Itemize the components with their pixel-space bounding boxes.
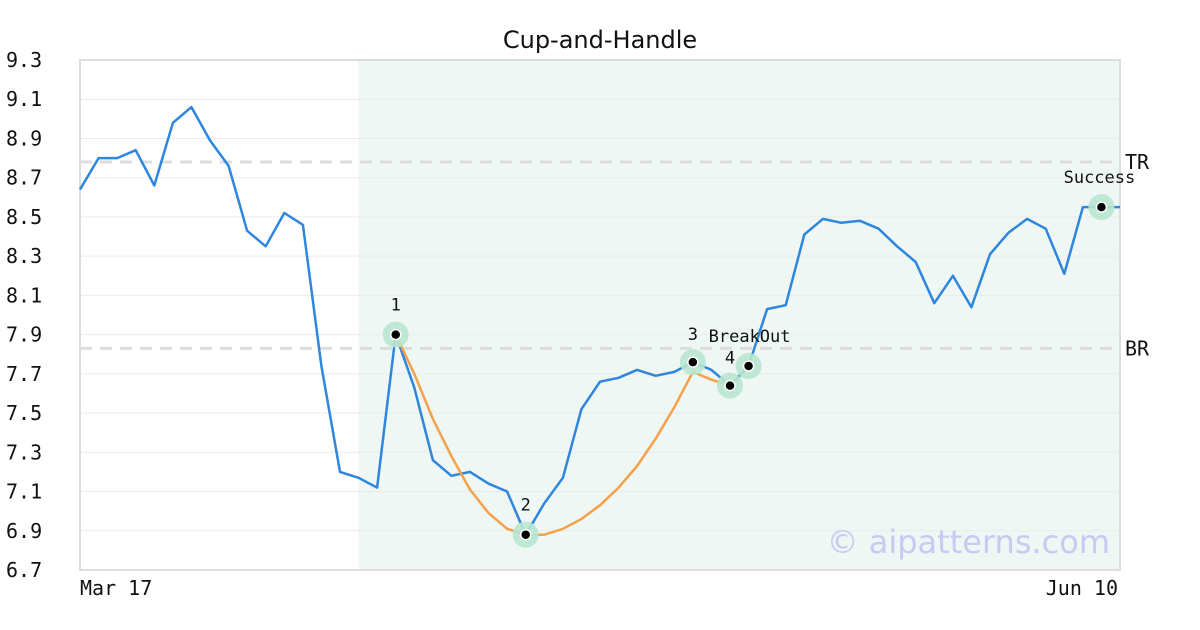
x-tick-label: Jun 10 <box>1046 576 1118 600</box>
point-marker-3 <box>687 356 699 368</box>
cup-fit-line <box>394 334 731 536</box>
level-label-tr: TR <box>1125 150 1150 174</box>
pattern-highlight <box>358 60 1121 570</box>
chart-title: Cup-and-Handle <box>503 26 697 54</box>
point-marker-breakout <box>742 360 755 372</box>
y-tick-label: 6.9 <box>6 519 42 543</box>
point-marker-2 <box>519 528 532 541</box>
x-tick-label: Mar 17 <box>80 576 152 600</box>
y-tick-label: 6.7 <box>6 558 42 582</box>
y-tick-label: 8.7 <box>6 166 42 190</box>
y-axis-ticks: 9.3 9.1 8.9 8.7 8.5 8.3 8.1 7.9 7.7 7.5 7.3 7.1 6.9 6… <box>6 48 42 582</box>
level-label-br: BR <box>1125 336 1150 360</box>
series <box>78 105 1120 536</box>
plot-frame <box>79 59 1121 571</box>
point-marker-success <box>1095 201 1108 213</box>
point-marker-1 <box>389 328 402 341</box>
y-tick-label: 8.1 <box>6 283 42 307</box>
price-series-line <box>78 105 1120 536</box>
y-tick-label: 7.3 <box>6 440 42 464</box>
y-tick-label: 8.9 <box>6 126 42 150</box>
y-tick-label: 7.9 <box>6 323 42 347</box>
y-tick-label: 7.1 <box>6 480 42 504</box>
point-label-2: 2 <box>521 496 531 516</box>
levels: TR BR <box>80 150 1150 360</box>
y-tick-label: 9.3 <box>6 48 42 72</box>
y-tick-label: 8.3 <box>6 244 42 268</box>
point-label-3: 3 <box>688 325 698 345</box>
point-label-4: 4 <box>725 349 735 369</box>
point-label-success: Success <box>1064 168 1136 188</box>
watermark: © aipatterns.com <box>827 523 1110 561</box>
pattern-highlight-area <box>358 60 1121 570</box>
y-tick-label: 8.5 <box>6 205 42 229</box>
x-axis-ticks: Mar 17 Jun 10 <box>80 576 1118 600</box>
point-label-1: 1 <box>391 296 401 316</box>
point-marker-4 <box>724 379 736 392</box>
y-tick-label: 7.7 <box>6 362 42 386</box>
y-tick-label: 7.5 <box>6 401 42 425</box>
y-tick-label: 9.1 <box>6 87 42 111</box>
point-label-breakout: BreakOut <box>709 327 791 347</box>
